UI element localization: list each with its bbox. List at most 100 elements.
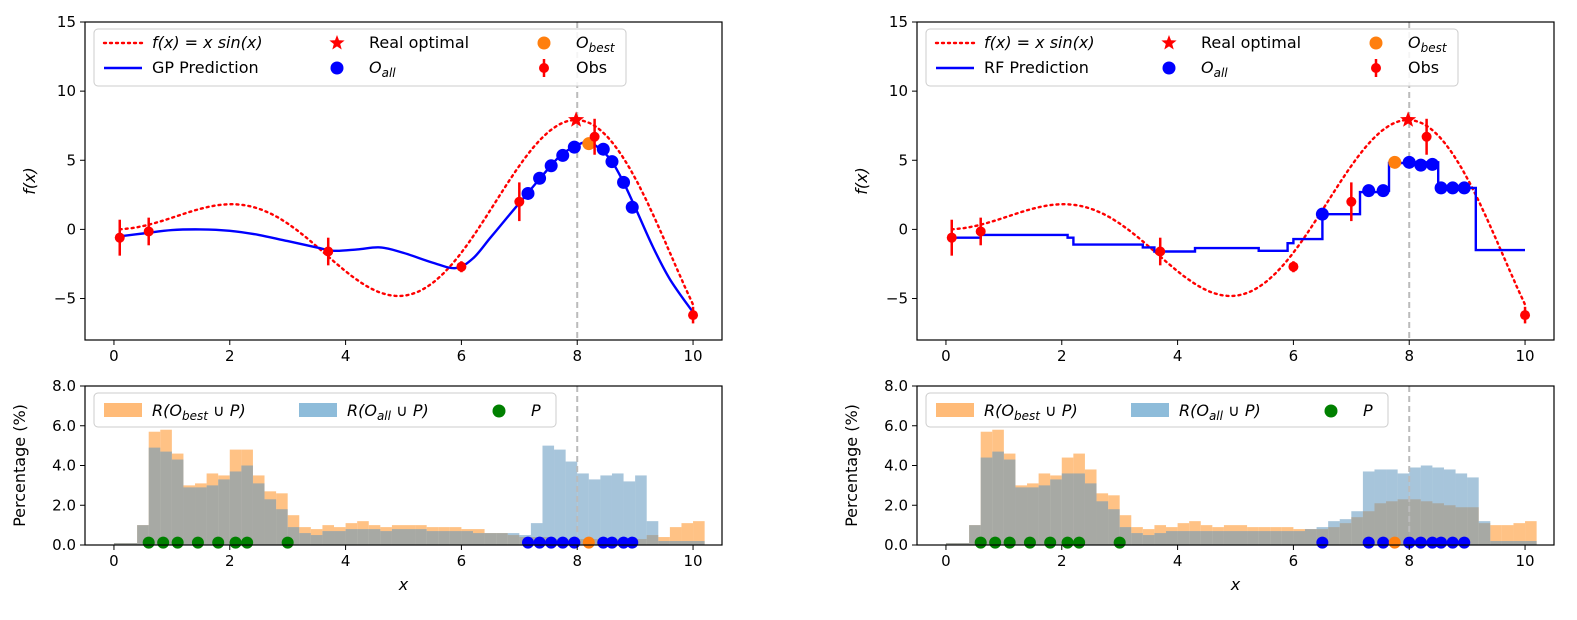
- o-all-point: [1446, 181, 1460, 195]
- hist-bar-all: [415, 529, 427, 545]
- hist-bar-all: [1084, 483, 1097, 545]
- o-all-point: [1425, 157, 1439, 171]
- obs-point: [1346, 196, 1357, 207]
- legend-all-label: R(Oall ∪ P): [1179, 401, 1261, 423]
- hist-bar-all: [357, 529, 369, 545]
- o-all-point: [596, 142, 610, 156]
- x-tick-label: 6: [1289, 347, 1299, 365]
- y-tick-label: 15: [57, 13, 76, 31]
- p-point: [157, 536, 170, 549]
- obs-point: [114, 232, 125, 243]
- hist-bar-all: [1304, 529, 1317, 545]
- y-tick-label: 4.0: [52, 457, 76, 475]
- hist-bar-all: [554, 449, 566, 545]
- hist-bar-all: [1027, 487, 1039, 545]
- hist-bar-all: [1513, 541, 1526, 545]
- x-tick-label: 10: [683, 552, 702, 570]
- x-tick-label: 6: [1289, 552, 1299, 570]
- x-tick-label: 8: [1404, 347, 1414, 365]
- y-tick-label: 15: [889, 13, 908, 31]
- obs-point: [1155, 246, 1166, 257]
- hist-bar-all: [1223, 531, 1236, 545]
- p-point: [1003, 536, 1016, 549]
- o-all-point: [1402, 155, 1416, 169]
- o-all-point: [568, 536, 581, 549]
- hist-bar-all: [1073, 473, 1085, 545]
- obs-point: [688, 310, 699, 321]
- o-all-point: [1362, 184, 1376, 198]
- hist-bar-all: [148, 447, 161, 545]
- x-tick-label: 4: [341, 552, 351, 570]
- o-all-point: [1315, 207, 1329, 221]
- hist-bar-all: [1386, 469, 1398, 545]
- x-tick-label: 8: [1404, 552, 1414, 570]
- p-point: [281, 536, 294, 549]
- p-point: [1023, 536, 1036, 549]
- x-tick-label: 4: [341, 347, 351, 365]
- hist-bar-all: [635, 475, 647, 545]
- x-tick-label: 10: [1515, 347, 1534, 365]
- hist-bar-all: [1131, 533, 1143, 545]
- hist-bar-all: [530, 523, 543, 545]
- y-tick-label: 0.0: [884, 536, 908, 554]
- o-all-point: [533, 171, 547, 185]
- o-all-point: [605, 155, 619, 169]
- o-best-point: [1388, 155, 1402, 169]
- legend-o-all-label: Oall: [369, 58, 396, 80]
- hist-bar-all: [681, 541, 694, 545]
- hist-bar-all: [1015, 487, 1028, 545]
- o-all-point: [1414, 536, 1427, 549]
- hist-bar-all: [160, 451, 172, 545]
- x-tick-label: 0: [941, 347, 951, 365]
- hist-bar-all: [1328, 521, 1340, 545]
- o-all-point: [605, 536, 618, 549]
- hist-bar-all: [1432, 467, 1444, 545]
- hist-bar-all: [507, 533, 520, 545]
- hist-bar-all: [611, 473, 624, 545]
- legend-p-swatch: [1324, 404, 1338, 418]
- hist-bar-all: [1200, 531, 1213, 545]
- x-tick-label: 0: [109, 347, 119, 365]
- legend-p-swatch: [492, 404, 506, 418]
- o-all-point: [626, 536, 639, 549]
- o-all-point: [533, 536, 546, 549]
- legend-all-swatch: [1131, 403, 1169, 417]
- p-point: [241, 536, 254, 549]
- o-all-point: [1435, 536, 1448, 549]
- o-all-point: [617, 175, 631, 189]
- legend-box: [925, 28, 1459, 87]
- legend-obs-label: Obs: [1408, 58, 1439, 77]
- hist-bar-all: [345, 529, 358, 545]
- hist-bar-best: [669, 527, 682, 545]
- y-tick-label: 10: [889, 82, 908, 100]
- p-point: [212, 536, 225, 549]
- legend-o-all-swatch: [1162, 61, 1176, 75]
- hist-bar-all: [1235, 531, 1248, 545]
- y-tick-label: 0: [898, 220, 908, 238]
- obs-point: [514, 196, 525, 207]
- o-all-point: [522, 536, 535, 549]
- axes-frame: [84, 21, 723, 341]
- obs-point: [456, 261, 467, 272]
- o-all-point: [1414, 158, 1428, 172]
- o-all-point: [1377, 536, 1390, 549]
- hist-bar-all: [1258, 531, 1271, 545]
- hist-bar-all: [1525, 541, 1537, 545]
- x-tick-label: 2: [1057, 347, 1067, 365]
- hist-bar-all: [1154, 533, 1167, 545]
- hist-bar-best: [693, 521, 705, 545]
- obs-point: [1520, 310, 1531, 321]
- hist-bar-all: [310, 535, 323, 545]
- o-all-point: [567, 140, 581, 154]
- hist-bar-all: [658, 541, 670, 545]
- o-all-point: [1316, 536, 1329, 549]
- hist-bar-all: [241, 465, 253, 545]
- axes-frame: [916, 21, 1555, 341]
- hist-bar-all: [1374, 469, 1387, 545]
- o-all-point: [1362, 536, 1375, 549]
- y-tick-label: 8.0: [884, 377, 908, 395]
- hist-bar-all: [264, 499, 277, 545]
- hist-bar-all: [137, 525, 149, 545]
- legend-real-optimal-label: Real optimal: [369, 33, 469, 52]
- hist-bar-all: [113, 543, 126, 545]
